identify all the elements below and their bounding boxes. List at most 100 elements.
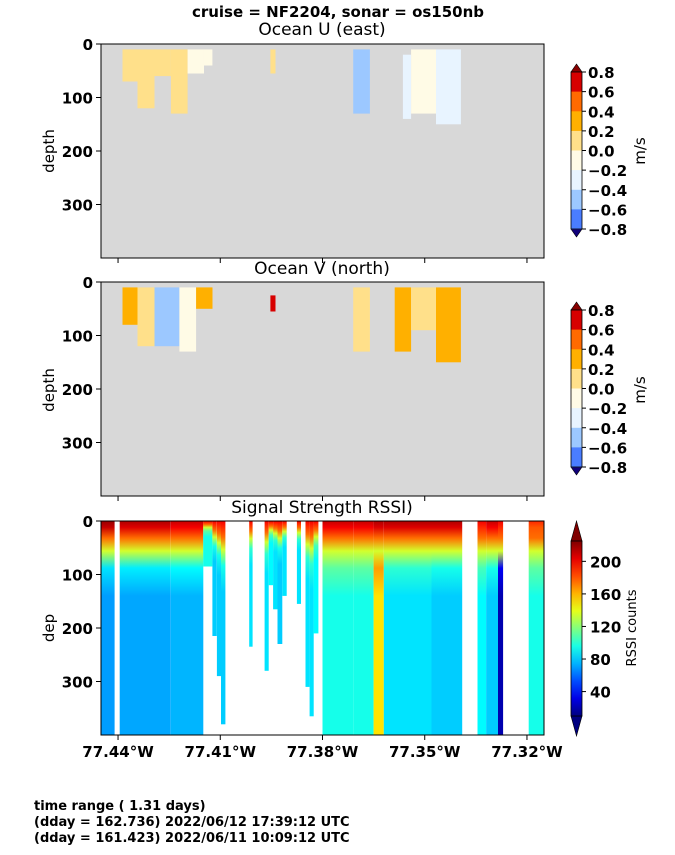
colorbar-extend-bottom [570, 715, 583, 738]
data-cell [436, 49, 461, 125]
data-cell [137, 49, 155, 109]
colorbar-band [571, 427, 582, 448]
colorbar-band [571, 189, 582, 210]
data-cell [498, 521, 504, 735]
colorbar-band [571, 408, 582, 429]
colorbar-band [571, 368, 582, 389]
data-cell [179, 287, 197, 352]
colorbar-tick-label: −0.8 [588, 459, 627, 477]
colorbar-tick-label: 80 [590, 651, 611, 669]
footer-line-3: (dday = 161.423) 2022/06/11 10:09:12 UTC [34, 831, 350, 846]
data-cell [282, 521, 287, 596]
footer-line-1: time range ( 1.31 days) [34, 799, 206, 814]
ocean-v-x-ticks [117, 496, 528, 501]
ocean-v-colorbar: 0.8 0.60.4 0.2 0.0−0.2 −0.4−0.6 −0.8 [570, 301, 627, 477]
data-cell [309, 521, 314, 717]
data-cell [273, 521, 278, 610]
ocean-v-colorbar-label: m/s [631, 376, 649, 404]
ocean-u-y-ticks: 0 100 200 300 [62, 36, 101, 215]
colorbar-band [571, 388, 582, 409]
data-cell [212, 521, 217, 636]
y-tick-label: 300 [62, 435, 93, 453]
ocean-v-data-cells [122, 287, 461, 363]
colorbar-tick-label: 0.0 [588, 143, 615, 161]
colorbar-tick-label: 200 [590, 553, 621, 571]
ocean-u-title: Ocean U (east) [258, 20, 385, 40]
data-cell [249, 521, 253, 647]
data-cell [196, 287, 213, 309]
y-tick-label: 0 [83, 36, 93, 54]
colorbar-tick-label: −0.4 [588, 420, 627, 438]
colorbar-band [571, 329, 582, 350]
data-cell [154, 49, 171, 77]
rssi-colorbar: 200 160 120 80 40 [570, 519, 621, 738]
data-cell [170, 521, 204, 735]
colorbar-extend-top [570, 301, 583, 311]
data-cell [486, 521, 498, 735]
data-cell [137, 287, 155, 347]
colorbar-tick-label: −0.2 [588, 162, 627, 180]
data-cell [296, 521, 301, 604]
data-cell [411, 287, 436, 331]
ocean-u-colorbar: 0.8 0.60.4 0.2 0.0−0.2 −0.4−0.6 −0.8 [570, 63, 627, 239]
colorbar-extend-bottom [570, 228, 583, 238]
x-tick-label: 77.41°W [185, 743, 257, 761]
y-tick-label: 0 [83, 513, 93, 531]
colorbar-band [571, 349, 582, 370]
data-cell [216, 521, 221, 677]
data-cell [313, 521, 319, 634]
colorbar-tick-label: 0.4 [588, 341, 615, 359]
y-tick-label: 300 [62, 197, 93, 215]
data-cell [436, 287, 461, 363]
data-cell [203, 49, 213, 66]
colorbar-tick-label: 0.8 [588, 302, 615, 320]
colorbar-band [571, 72, 582, 93]
x-tick-label: 77.35°W [389, 743, 461, 761]
colorbar-tick-label: −0.8 [588, 221, 627, 239]
data-cell [383, 521, 432, 735]
colorbar-extend-bottom [570, 466, 583, 476]
rssi-panel: Signal Strength RSSI) 0 100 200 300 77.44°W… [40, 498, 640, 761]
data-cell [277, 521, 283, 644]
data-cell [101, 521, 115, 735]
data-cell [353, 49, 370, 114]
data-cell [170, 49, 188, 114]
data-cell [373, 521, 384, 735]
data-cell [411, 49, 436, 114]
data-cell [394, 287, 412, 352]
data-cell [203, 521, 213, 567]
x-tick-label: 77.44°W [82, 743, 154, 761]
colorbar-tick-label: 0.8 [588, 64, 615, 82]
data-cell [477, 521, 486, 735]
colorbar-band [571, 130, 582, 151]
data-cell [402, 54, 412, 119]
colorbar-band [571, 209, 582, 230]
footer: time range ( 1.31 days) (dday = 162.736)… [34, 799, 350, 846]
x-tick-label: 77.32°W [491, 743, 563, 761]
colorbar-tick-label: 0.4 [588, 103, 615, 121]
data-cell [270, 49, 276, 74]
ocean-u-colorbar-label: m/s [631, 137, 649, 165]
rssi-y-ticks: 0 100 200 300 [62, 513, 101, 692]
colorbar-tick-label: −0.6 [588, 201, 627, 219]
y-tick-label: 200 [62, 381, 93, 399]
y-tick-label: 100 [62, 567, 93, 585]
data-cell [221, 521, 226, 725]
data-cell [270, 295, 276, 312]
colorbar-body [570, 540, 583, 717]
colorbar-tick-label: 40 [590, 684, 611, 702]
data-cell [154, 287, 180, 347]
colorbar-band [571, 310, 582, 331]
figure-suptitle: cruise = NF2204, sonar = os150nb [192, 3, 484, 21]
colorbar-tick-label: 0.2 [588, 123, 615, 141]
x-tick-label: 77.38°W [287, 743, 359, 761]
rssi-x-ticks: 77.44°W 77.41°W 77.38°W 77.35°W 77.32°W [82, 735, 563, 761]
colorbar-tick-label: −0.2 [588, 400, 627, 418]
y-tick-label: 100 [62, 328, 93, 346]
y-tick-label: 100 [62, 90, 93, 108]
ocean-u-data-cells [122, 49, 461, 125]
rssi-data-cells [101, 521, 544, 735]
